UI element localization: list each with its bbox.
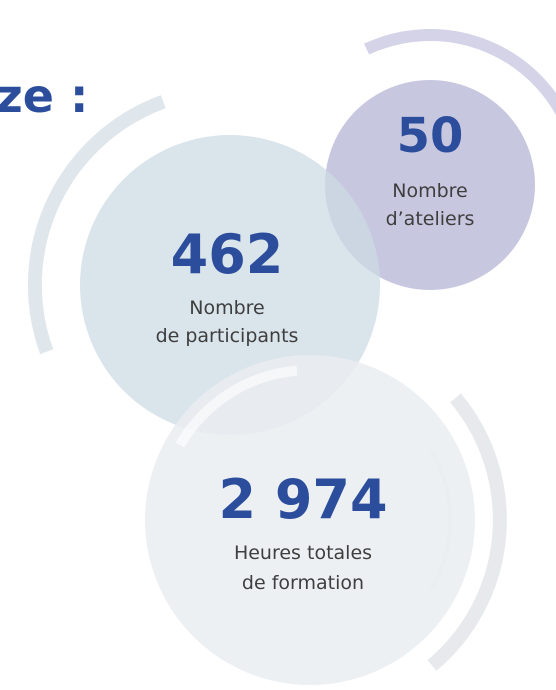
stat-value: 2 974 (218, 468, 387, 531)
decorative-arc (27, 95, 166, 355)
decorative-arc (427, 393, 507, 671)
circle-heures (145, 355, 475, 685)
circle-ateliers (325, 80, 535, 290)
decorative-arc (364, 29, 556, 116)
stat-label: Heures totales (234, 542, 372, 564)
stat-label: de formation (242, 572, 364, 594)
stat-label: Nombre (189, 297, 265, 319)
stat-label: Nombre (392, 180, 468, 202)
stat-value: 50 (397, 108, 464, 164)
stat-value: 462 (171, 223, 284, 286)
decorative-arc (175, 365, 298, 448)
heading: ze : (0, 69, 88, 123)
stat-label: d’ateliers (386, 208, 475, 230)
stat-label: de participants (156, 325, 299, 347)
